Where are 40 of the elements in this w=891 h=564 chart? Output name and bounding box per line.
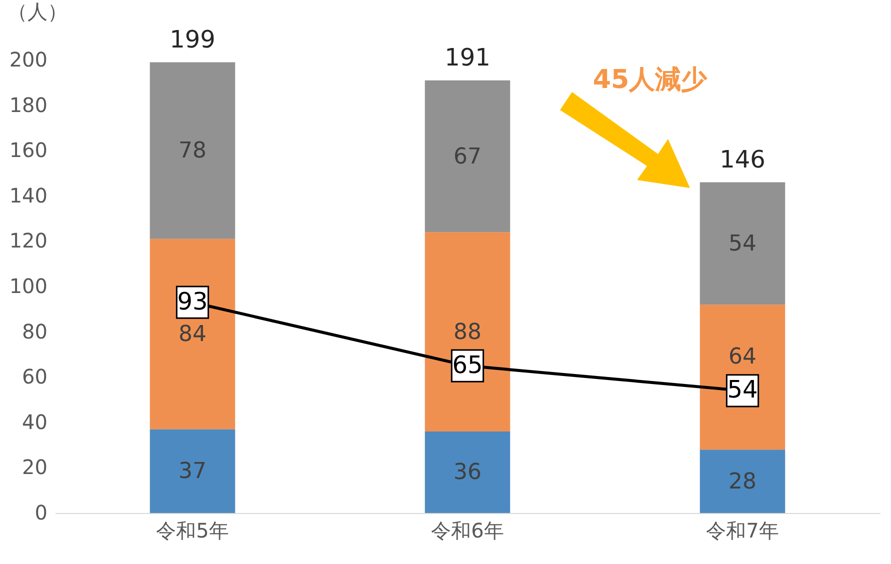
y-tick-label: 60	[22, 364, 48, 389]
bar	[150, 238, 236, 430]
data-label: 84	[178, 322, 206, 348]
y-tick-label: 80	[22, 319, 48, 344]
data-label: 28	[728, 469, 756, 494]
y-tick-label: 20	[22, 455, 48, 480]
y-tick-label: 100	[9, 274, 48, 298]
x-tick-label: 令和5年	[156, 518, 229, 542]
total-label: 146	[720, 145, 766, 174]
y-tick-label: 40	[22, 410, 48, 434]
y-tick-label: 0	[34, 500, 48, 524]
data-label: 93	[177, 287, 208, 316]
bar	[150, 429, 236, 513]
total-label: 191	[444, 43, 490, 72]
bar	[700, 304, 786, 450]
data-label: 78	[178, 138, 206, 164]
x-tick-label: 令和7年	[706, 518, 779, 542]
data-label: 65	[452, 350, 483, 379]
data-label: 36	[454, 460, 482, 486]
bar	[424, 232, 510, 432]
y-tick-label: 200	[9, 48, 48, 72]
bar	[424, 431, 510, 513]
bar	[700, 182, 786, 305]
y-tick-label: 160	[9, 138, 48, 162]
data-label: 64	[728, 344, 756, 370]
x-tick-label: 令和6年	[431, 518, 504, 542]
data-label: 54	[728, 231, 756, 256]
data-label: 88	[454, 320, 482, 345]
annotation: 45人減少	[592, 65, 708, 95]
y-tick-label: 180	[9, 92, 48, 117]
data-label: 67	[454, 144, 482, 170]
total-label: 199	[170, 25, 216, 54]
data-label: 37	[178, 459, 206, 484]
y-tick-label: 140	[9, 183, 48, 208]
bar	[424, 80, 510, 232]
bar	[700, 450, 786, 513]
y-tick-label: 120	[9, 228, 48, 253]
bar	[150, 62, 236, 239]
y-axis-title: （人）	[8, 0, 68, 24]
data-label: 54	[727, 376, 758, 404]
